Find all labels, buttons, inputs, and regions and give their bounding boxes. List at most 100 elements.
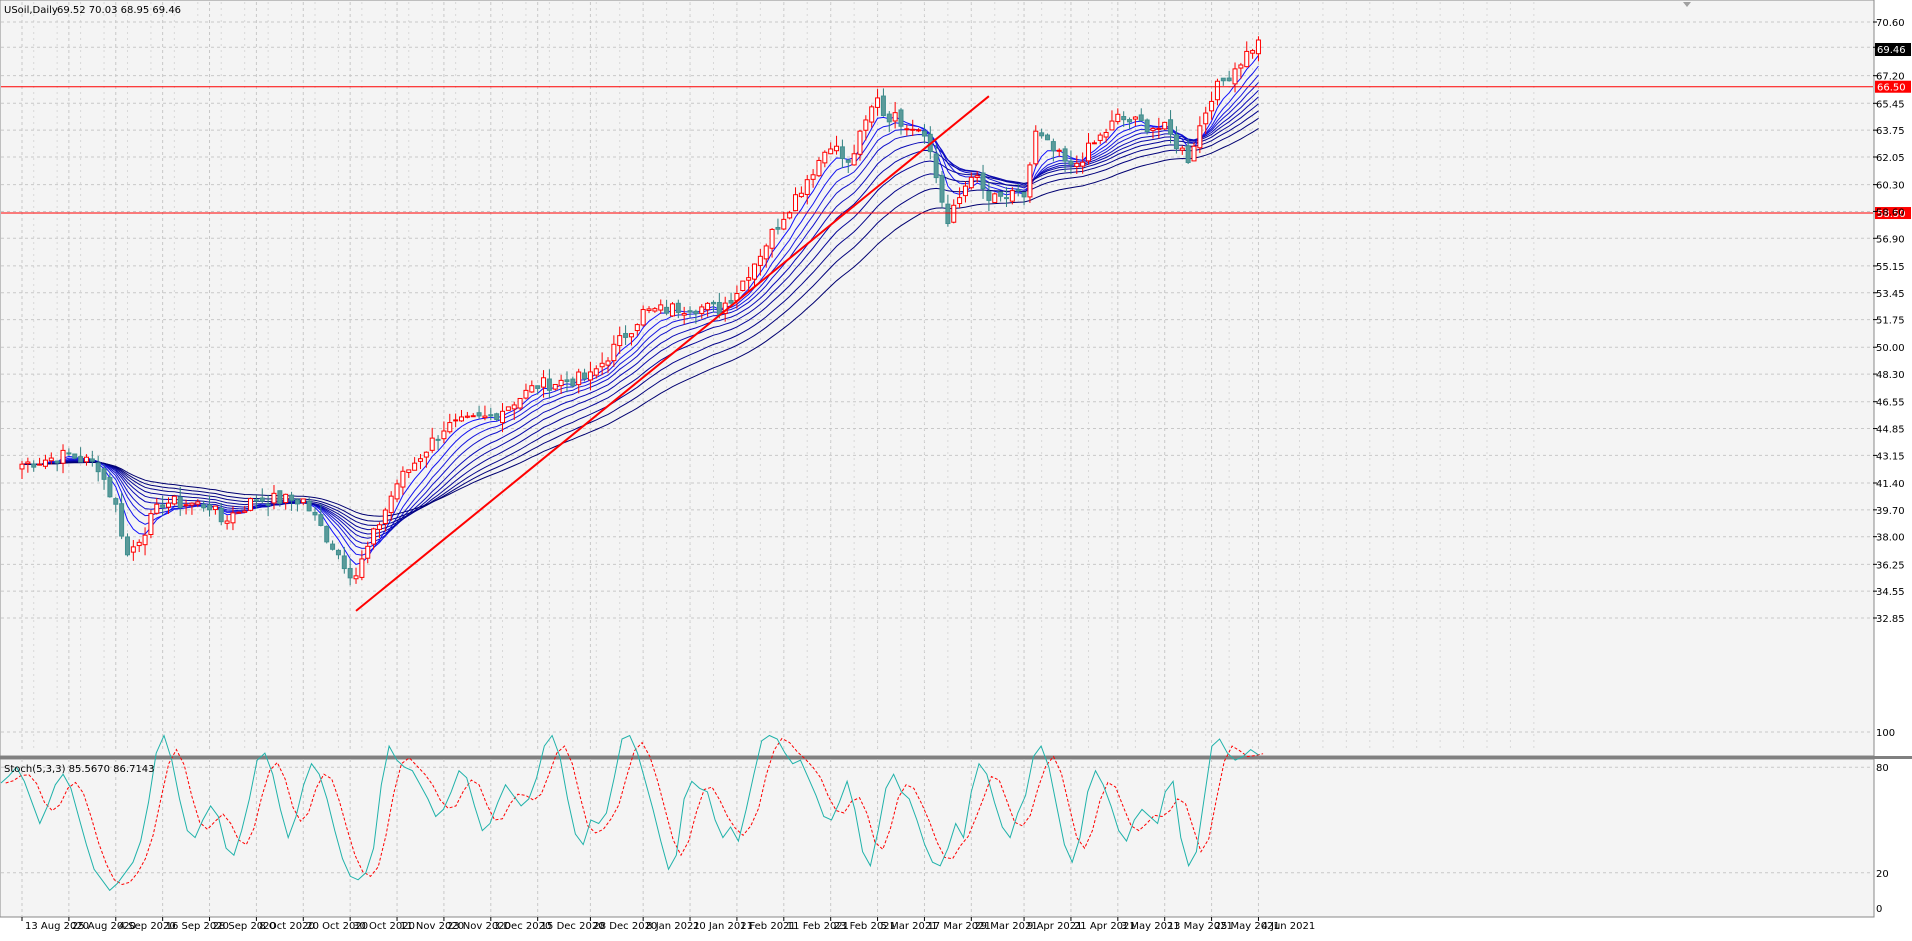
- candle-body: [880, 95, 886, 117]
- stoch-title: Stoch(5,3,3) 85.5670 86.7143: [4, 764, 155, 775]
- candle-body: [1062, 148, 1068, 162]
- candle-body: [1091, 142, 1097, 145]
- candle-body: [154, 503, 160, 514]
- horizontal-levels[interactable]: 66.50 58.50: [1, 80, 1911, 220]
- candle-body: [1226, 77, 1232, 82]
- stoch-tick-label: 80: [1876, 763, 1889, 774]
- candle-body: [945, 203, 951, 225]
- price-tick-label: 36.25: [1876, 560, 1905, 571]
- time-tick-label: 16 Sep 2020: [166, 921, 229, 932]
- candle-body: [505, 406, 511, 411]
- candle-body: [1033, 130, 1039, 165]
- candle-body: [951, 204, 957, 223]
- current-price-label-text: 69.46: [1877, 45, 1906, 56]
- candle-body: [31, 463, 37, 468]
- candle-body: [476, 412, 482, 417]
- time-tick-label: 5 Mar 2021: [881, 921, 938, 932]
- scroll-marker-icon[interactable]: [1683, 2, 1691, 7]
- candle-body: [453, 419, 459, 422]
- candle-body: [224, 520, 230, 524]
- candle-body: [687, 310, 693, 313]
- grid: [1, 2, 1873, 917]
- candle-body: [54, 460, 60, 464]
- candle-body: [570, 378, 576, 387]
- candle-body: [1115, 113, 1121, 123]
- candle-body: [42, 459, 48, 467]
- candle-body: [78, 456, 84, 463]
- candle-body: [910, 128, 916, 131]
- candle-body: [640, 309, 646, 326]
- candle-body: [1185, 145, 1191, 163]
- candle-body: [218, 507, 224, 523]
- price-tick-label: 58.60: [1876, 207, 1905, 218]
- candle-body: [253, 499, 259, 502]
- candle-body: [593, 368, 599, 376]
- time-tick-label: 13 May 2021: [1168, 921, 1233, 932]
- ma-line: [21, 128, 1259, 517]
- candle-body: [89, 458, 95, 462]
- candle-body: [60, 449, 66, 464]
- candle-body: [353, 575, 359, 580]
- candle-body: [898, 109, 904, 127]
- trendline-line[interactable]: [355, 95, 990, 612]
- stoch-tick-label: 20: [1876, 869, 1889, 880]
- candle-body: [1097, 134, 1103, 141]
- candle-body: [83, 456, 89, 463]
- candle-body: [1179, 147, 1185, 151]
- candle-body: [1150, 127, 1156, 131]
- candle-body: [1068, 160, 1074, 165]
- time-tick-label: 3 Dec 2020: [494, 921, 552, 932]
- candle-body: [417, 458, 423, 462]
- time-tick-label: 4 Sep 2020: [119, 921, 176, 932]
- horizontal-level-tag: [1875, 207, 1911, 220]
- candle-body: [623, 333, 629, 338]
- ma-line: [21, 90, 1259, 539]
- candle-body: [189, 502, 195, 506]
- stoch-pane-background: [0, 758, 1875, 918]
- stoch-signal-line: [5, 737, 1264, 886]
- candle-body: [201, 504, 207, 509]
- candle-body: [611, 343, 617, 362]
- ma-line: [21, 117, 1259, 522]
- price-tick-label: 67.20: [1876, 72, 1905, 83]
- time-tick-label: 11 Nov 2020: [400, 921, 464, 932]
- candle-body: [195, 501, 201, 505]
- candle-body: [177, 496, 183, 509]
- price-tick-label: 63.75: [1876, 126, 1905, 137]
- price-tick-label: 34.55: [1876, 587, 1905, 598]
- candle-body: [148, 513, 154, 536]
- price-tick-label: 55.15: [1876, 262, 1905, 273]
- candle-body: [587, 371, 593, 381]
- time-tick-label: 8 Oct 2020: [259, 921, 314, 932]
- candle-body: [869, 106, 875, 123]
- candle-body: [494, 413, 500, 421]
- current-price-label: 69.46: [1875, 43, 1911, 56]
- candle-body: [1244, 50, 1250, 68]
- candle-body: [1074, 162, 1080, 168]
- candle-body: [1086, 142, 1092, 162]
- price-pane-background: [0, 0, 1875, 757]
- candle-body: [904, 128, 910, 131]
- candle-body: [1056, 149, 1062, 152]
- candle-body: [265, 503, 271, 506]
- stoch-axis: 100 80 20 0: [1876, 728, 1895, 915]
- candle-body: [1039, 132, 1045, 137]
- candle-body: [101, 468, 107, 480]
- candle-body: [681, 313, 687, 316]
- candle-body: [423, 451, 429, 458]
- candle-body: [119, 503, 125, 537]
- candle-body: [576, 371, 582, 386]
- candle-body: [236, 511, 242, 514]
- chart-header-ohlc: 69.52 70.03 68.95 69.46: [57, 5, 181, 16]
- candle-body: [1050, 141, 1056, 152]
- time-tick-label: 20 Oct 2020: [306, 921, 368, 932]
- candle-body: [441, 430, 447, 440]
- time-tick-label: 30 Oct 2020: [353, 921, 415, 932]
- candle-body: [283, 493, 289, 504]
- trendline[interactable]: [355, 95, 990, 612]
- ma-line: [21, 110, 1259, 526]
- horizontal-level-tag: [1875, 80, 1911, 93]
